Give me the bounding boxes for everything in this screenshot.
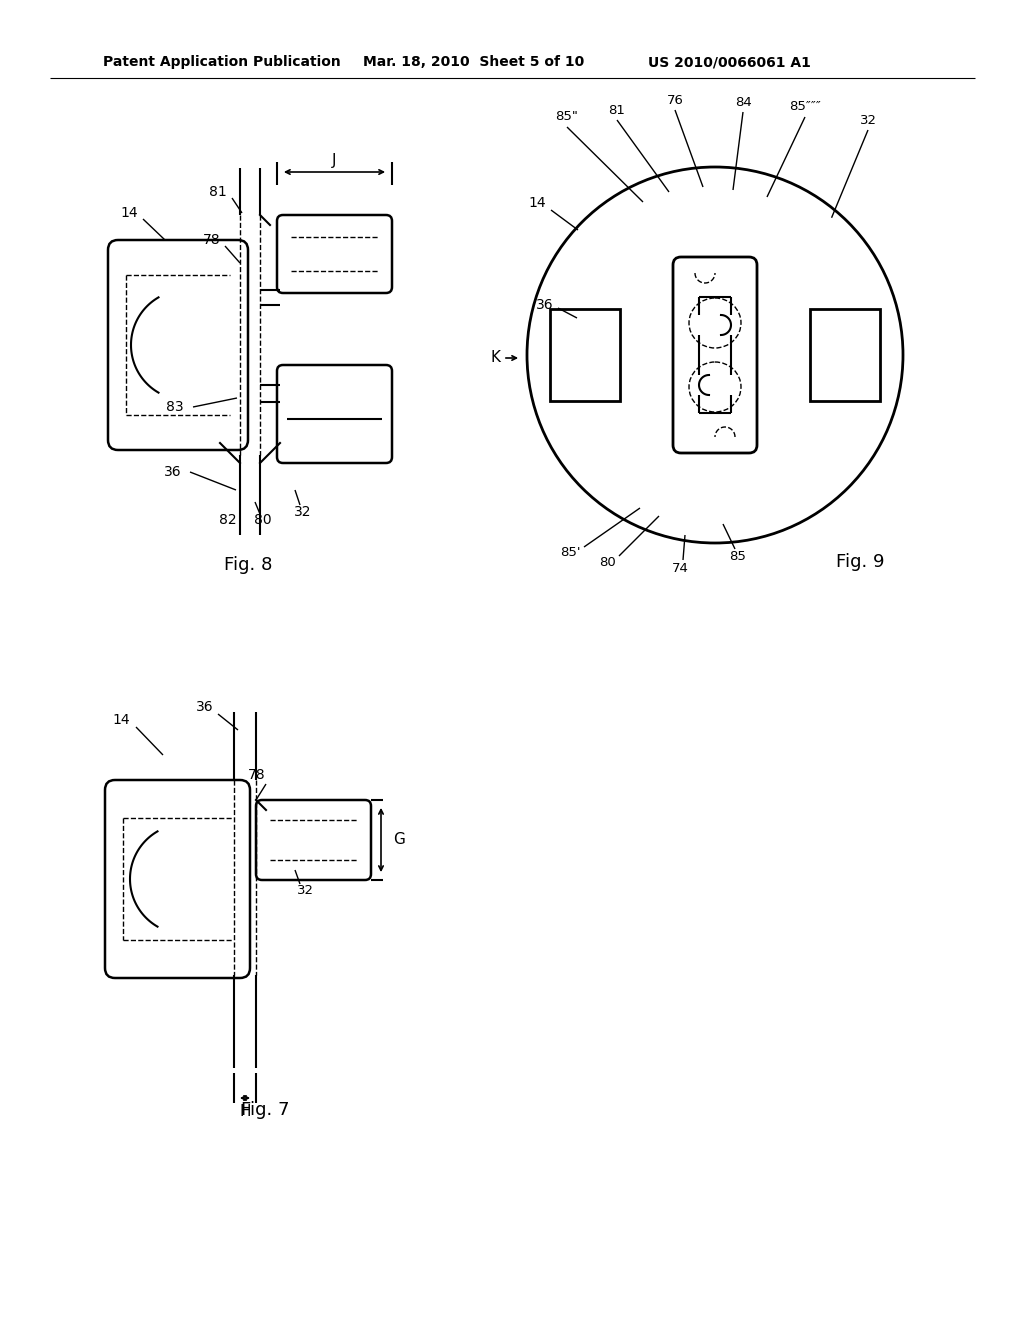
Text: 36: 36 xyxy=(164,465,182,479)
Text: 81: 81 xyxy=(608,103,626,116)
Text: 78: 78 xyxy=(203,234,221,247)
Text: 74: 74 xyxy=(672,561,688,574)
Text: 83: 83 xyxy=(166,400,184,414)
Text: 36: 36 xyxy=(197,700,214,714)
Text: 82: 82 xyxy=(219,513,237,527)
Text: 14: 14 xyxy=(112,713,130,727)
Text: Patent Application Publication: Patent Application Publication xyxy=(103,55,341,69)
Text: 36: 36 xyxy=(537,298,554,312)
Text: J: J xyxy=(332,153,336,168)
Text: 32: 32 xyxy=(859,114,877,127)
Text: 76: 76 xyxy=(667,94,683,107)
Text: K: K xyxy=(490,351,500,366)
Text: Fig. 7: Fig. 7 xyxy=(241,1101,289,1119)
Text: Mar. 18, 2010  Sheet 5 of 10: Mar. 18, 2010 Sheet 5 of 10 xyxy=(362,55,585,69)
Text: Fig. 9: Fig. 9 xyxy=(836,553,885,572)
Bar xyxy=(550,309,620,401)
Text: 84: 84 xyxy=(734,95,752,108)
Text: 80: 80 xyxy=(600,556,616,569)
Text: 85': 85' xyxy=(560,546,581,560)
Text: 14: 14 xyxy=(528,195,546,210)
Text: 32: 32 xyxy=(297,883,313,896)
Text: 80: 80 xyxy=(254,513,271,527)
Text: US 2010/0066061 A1: US 2010/0066061 A1 xyxy=(648,55,811,69)
Text: 85″″″: 85″″″ xyxy=(790,100,821,114)
Bar xyxy=(810,309,880,401)
Text: 85": 85" xyxy=(556,111,579,124)
Text: 32: 32 xyxy=(294,506,311,519)
Text: Fig. 8: Fig. 8 xyxy=(224,556,272,574)
Text: 85: 85 xyxy=(729,550,746,564)
Text: G: G xyxy=(393,833,404,847)
Text: H: H xyxy=(240,1105,251,1119)
Text: 78: 78 xyxy=(248,768,266,781)
Text: 81: 81 xyxy=(209,185,227,199)
Text: 14: 14 xyxy=(120,206,137,220)
